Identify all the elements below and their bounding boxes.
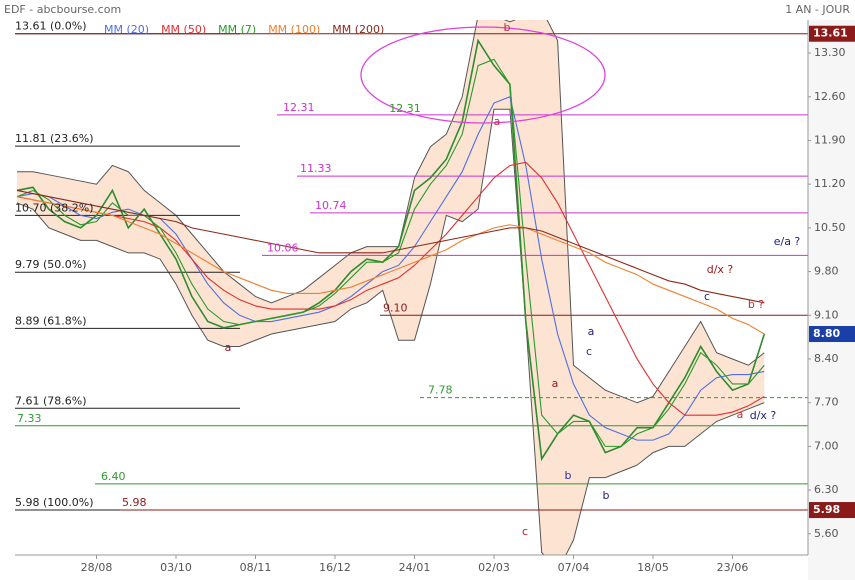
- price-box-label: 5.98: [813, 503, 840, 516]
- annotation: a: [225, 341, 232, 354]
- level-label: 9.10: [383, 301, 408, 314]
- fib-label: 5.98 (100.0%): [15, 496, 94, 509]
- level-label: 6.40: [101, 470, 126, 483]
- y-tick-label: 8.40: [814, 352, 839, 365]
- x-tick-label: 28/08: [81, 561, 113, 574]
- annotation: b: [603, 489, 610, 502]
- price-box-label: 8.80: [813, 327, 840, 340]
- fib-label: 7.61 (78.6%): [15, 394, 87, 407]
- y-tick-label: 5.60: [814, 527, 839, 540]
- fib-label: 8.89 (61.8%): [15, 314, 87, 327]
- x-tick-label: 23/06: [717, 561, 749, 574]
- price-line: [16, 38, 766, 462]
- y-tick-label: 13.30: [814, 46, 846, 59]
- y-tick-label: 6.30: [814, 483, 839, 496]
- ma-line: [16, 161, 765, 416]
- axis-panel: [808, 20, 855, 580]
- y-tick-label: 10.50: [814, 221, 846, 234]
- x-tick-label: 08/11: [240, 561, 272, 574]
- y-tick-label: 9.80: [814, 265, 839, 278]
- annotation: a: [494, 115, 501, 128]
- annotation: 12.31: [389, 102, 421, 115]
- price-box: [809, 502, 855, 519]
- legend-entry: MM (7): [218, 23, 256, 36]
- plot-area: [15, 20, 808, 555]
- x-tick-label: 03/10: [160, 561, 192, 574]
- legend-entry: MM (50): [161, 23, 206, 36]
- y-tick-label: 7.70: [814, 396, 839, 409]
- annotation: d/x ?: [707, 263, 734, 276]
- ma-line: [16, 196, 765, 335]
- price-box: [809, 25, 855, 42]
- legend-entry: MM (100): [268, 23, 320, 36]
- x-tick-label: 24/01: [399, 561, 431, 574]
- ma-line: [16, 189, 765, 304]
- annotation: e/a ?: [774, 235, 801, 248]
- level-label: 10.06: [267, 241, 299, 254]
- fib-label: 11.81 (23.6%): [15, 132, 94, 145]
- legend-entry: MM (200): [332, 23, 384, 36]
- x-tick-label: 07/04: [558, 561, 590, 574]
- y-tick-label: 9.10: [814, 308, 839, 321]
- annotation: d/x ?: [750, 409, 777, 422]
- annotation: a: [588, 325, 595, 338]
- level-label: 7.78: [428, 384, 453, 397]
- highlight-ellipse: [360, 26, 606, 124]
- annotation: a: [552, 377, 559, 390]
- level-label: 7.33: [17, 412, 42, 425]
- y-tick-label: 12.60: [814, 90, 846, 103]
- y-tick-label: 11.20: [814, 177, 846, 190]
- annotation: b: [504, 21, 511, 34]
- annotation: c: [704, 290, 710, 303]
- price-box: [809, 326, 855, 343]
- legend-entry: MM (20): [104, 23, 149, 36]
- period: 1 AN - JOUR: [785, 3, 850, 16]
- annotation: b ?: [748, 298, 764, 311]
- y-tick-label: 11.90: [814, 133, 846, 146]
- level-label: 11.33: [300, 162, 332, 175]
- fib-label: 13.61 (0.0%): [15, 20, 87, 33]
- y-tick-label: 7.00: [814, 439, 839, 452]
- annotation: c: [522, 525, 528, 538]
- annotation: b: [565, 469, 572, 482]
- chart-title: EDF - abcbourse.com: [4, 3, 121, 16]
- fib-label: 9.79 (50.0%): [15, 258, 87, 271]
- level-label: 5.98: [122, 496, 147, 509]
- fib-label: 10.70 (38.2%): [15, 201, 94, 214]
- annotation: c: [586, 345, 592, 358]
- x-tick-label: 18/05: [637, 561, 669, 574]
- annotation: a: [737, 408, 744, 421]
- x-tick-label: 16/12: [319, 561, 351, 574]
- band-edge: [17, 20, 765, 404]
- level-label: 12.31: [283, 101, 315, 114]
- level-label: 10.74: [315, 199, 347, 212]
- price-box-label: 13.61: [813, 27, 848, 40]
- x-tick-label: 02/03: [478, 561, 510, 574]
